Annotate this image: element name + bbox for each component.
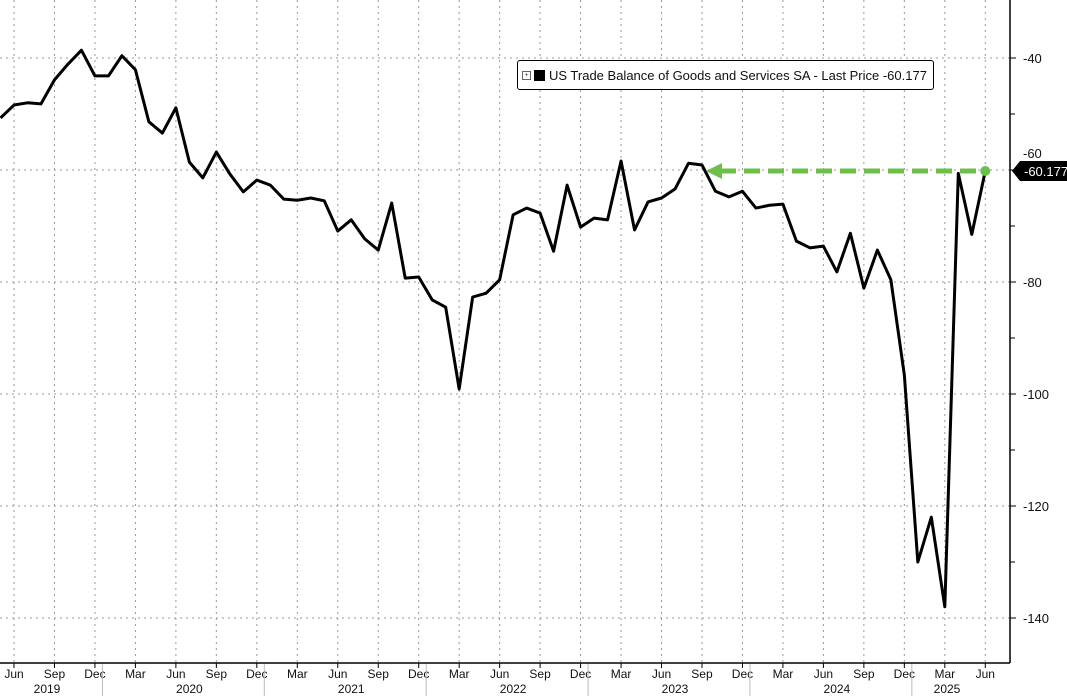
year-label: 2023 — [662, 682, 689, 696]
x-tick-label: Jun — [328, 667, 347, 681]
x-tick-label: Dec — [732, 667, 753, 681]
x-tick-label: Mar — [773, 667, 794, 681]
x-tick-label: Sep — [691, 667, 713, 681]
y-tick-label: -140 — [1023, 611, 1049, 626]
x-tick-label: Jun — [490, 667, 509, 681]
x-tick-label: Jun — [976, 667, 995, 681]
y-tick-label: -60 — [1023, 146, 1042, 161]
x-tick-label: Jun — [4, 667, 23, 681]
x-tick-label: Sep — [44, 667, 66, 681]
x-tick-label: Dec — [894, 667, 915, 681]
y-tick-label: -80 — [1023, 275, 1042, 290]
reference-arrowhead — [705, 162, 722, 179]
x-tick-label: Mar — [934, 667, 955, 681]
x-tick-label: Mar — [611, 667, 632, 681]
legend-label: US Trade Balance of Goods and Services S… — [549, 67, 927, 83]
year-label: 2020 — [176, 682, 203, 696]
last-price-label: -60.177 — [1024, 164, 1067, 179]
y-tick-label: -100 — [1023, 387, 1049, 402]
year-label: 2025 — [934, 682, 961, 696]
x-tick-label: Sep — [206, 667, 228, 681]
reference-endpoint — [980, 165, 991, 176]
year-label: 2021 — [338, 682, 365, 696]
y-tick-label: -40 — [1023, 51, 1042, 66]
x-tick-label: Mar — [449, 667, 470, 681]
y-tick-label: -120 — [1023, 499, 1049, 514]
x-tick-label: Dec — [84, 667, 105, 681]
year-label: 2019 — [34, 682, 61, 696]
x-tick-label: Mar — [287, 667, 308, 681]
year-label: 2024 — [824, 682, 851, 696]
x-tick-label: Mar — [125, 667, 146, 681]
legend-swatch — [534, 69, 545, 81]
x-tick-label: Dec — [570, 667, 591, 681]
expand-icon[interactable]: + — [522, 70, 531, 80]
x-tick-label: Jun — [814, 667, 833, 681]
legend: + US Trade Balance of Goods and Services… — [517, 60, 934, 90]
x-tick-label: Sep — [853, 667, 875, 681]
x-tick-label: Jun — [652, 667, 671, 681]
x-tick-label: Sep — [368, 667, 390, 681]
last-price-tag — [1012, 160, 1067, 181]
x-tick-label: Sep — [529, 667, 551, 681]
series-line — [0, 48, 987, 609]
year-label: 2022 — [500, 682, 527, 696]
x-tick-label: Dec — [408, 667, 429, 681]
x-tick-label: Jun — [166, 667, 185, 681]
x-tick-label: Dec — [246, 667, 267, 681]
